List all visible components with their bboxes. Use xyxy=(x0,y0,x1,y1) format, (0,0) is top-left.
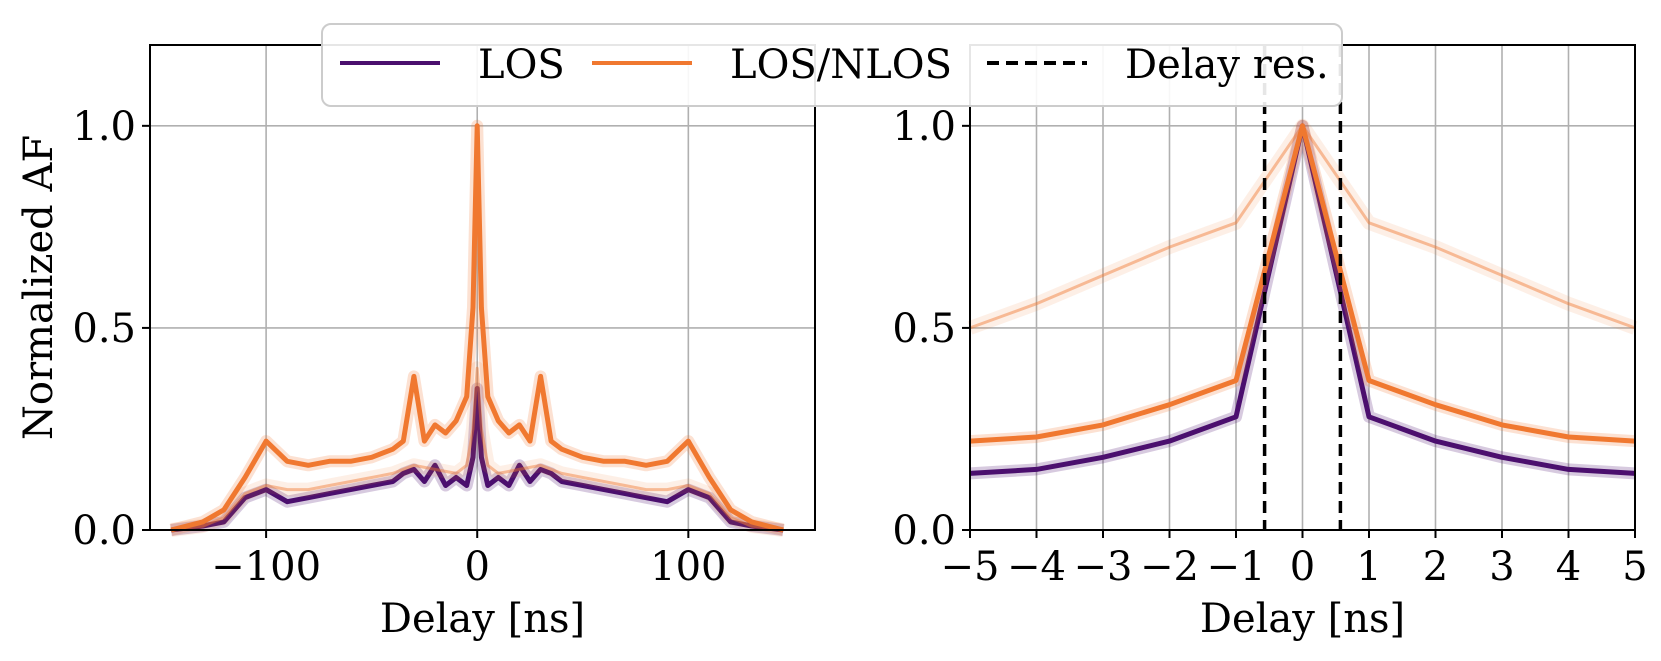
right-x-tick-label: 4 xyxy=(1556,544,1581,590)
right-ticks: −5 −4 −3 −2 −1 0 1 2 3 4 5 0.0 0.5 1.0 xyxy=(892,104,1647,590)
right-x-tick-label: −5 xyxy=(941,544,1000,590)
right-series-los-nlos-upper-band-halo xyxy=(967,118,1638,335)
right-y-tick-label: 1.0 xyxy=(892,104,956,150)
left-y-tick-label: 1.0 xyxy=(72,104,136,150)
legend: LOS LOS/NLOS Delay res. xyxy=(321,23,1343,107)
left-x-tick-label: 0 xyxy=(464,544,489,590)
right-y-tick-label: 0.5 xyxy=(892,306,956,352)
left-x-axis-label: Delay [ns] xyxy=(380,596,585,642)
left-y-axis-label: Normalized AF xyxy=(16,135,62,440)
right-x-tick-label: −2 xyxy=(1140,544,1199,590)
right-x-axis-label: Delay [ns] xyxy=(1200,596,1405,642)
left-series-los-nlos-lower-band xyxy=(170,366,784,532)
left-x-tick-label: 100 xyxy=(650,544,726,590)
left-ticks: −100 0 100 0.0 0.5 1.0 xyxy=(72,104,726,590)
legend-label-los-nlos: LOS/NLOS xyxy=(730,42,952,88)
right-x-tick-label: 3 xyxy=(1489,544,1514,590)
left-series-los-nlos-lower-band-halo xyxy=(170,361,785,537)
right-x-tick-label: −4 xyxy=(1007,544,1066,590)
delay-resolution-lines xyxy=(1262,45,1343,530)
legend-label-delay-res: Delay res. xyxy=(1125,42,1329,88)
right-series-los-nlos-upper-band xyxy=(969,124,1636,330)
left-series-los xyxy=(170,386,784,533)
right-x-tick-label: −3 xyxy=(1074,544,1133,590)
right-x-tick-label: 0 xyxy=(1290,544,1315,590)
right-y-tick-label: 0.0 xyxy=(892,508,956,554)
right-panel: −5 −4 −3 −2 −1 0 1 2 3 4 5 0.0 0.5 1.0 Delay [ns] xyxy=(892,44,1648,642)
left-series-los-nlos xyxy=(170,123,784,533)
right-x-tick-label: −1 xyxy=(1207,544,1266,590)
legend-label-los: LOS xyxy=(478,42,565,88)
right-x-tick-label: 1 xyxy=(1356,544,1381,590)
left-x-tick-label: −100 xyxy=(211,544,321,590)
left-y-tick-label: 0.0 xyxy=(72,508,136,554)
left-panel: −100 0 100 0.0 0.5 1.0 Delay [ns] Normalized … xyxy=(16,44,816,642)
left-series xyxy=(169,119,785,537)
legend-box xyxy=(321,23,1343,107)
right-series xyxy=(967,118,1638,480)
right-x-tick-label: 5 xyxy=(1622,544,1647,590)
right-x-tick-label: 2 xyxy=(1423,544,1448,590)
right-series-los-nlos xyxy=(969,123,1636,444)
left-y-tick-label: 0.5 xyxy=(72,306,136,352)
